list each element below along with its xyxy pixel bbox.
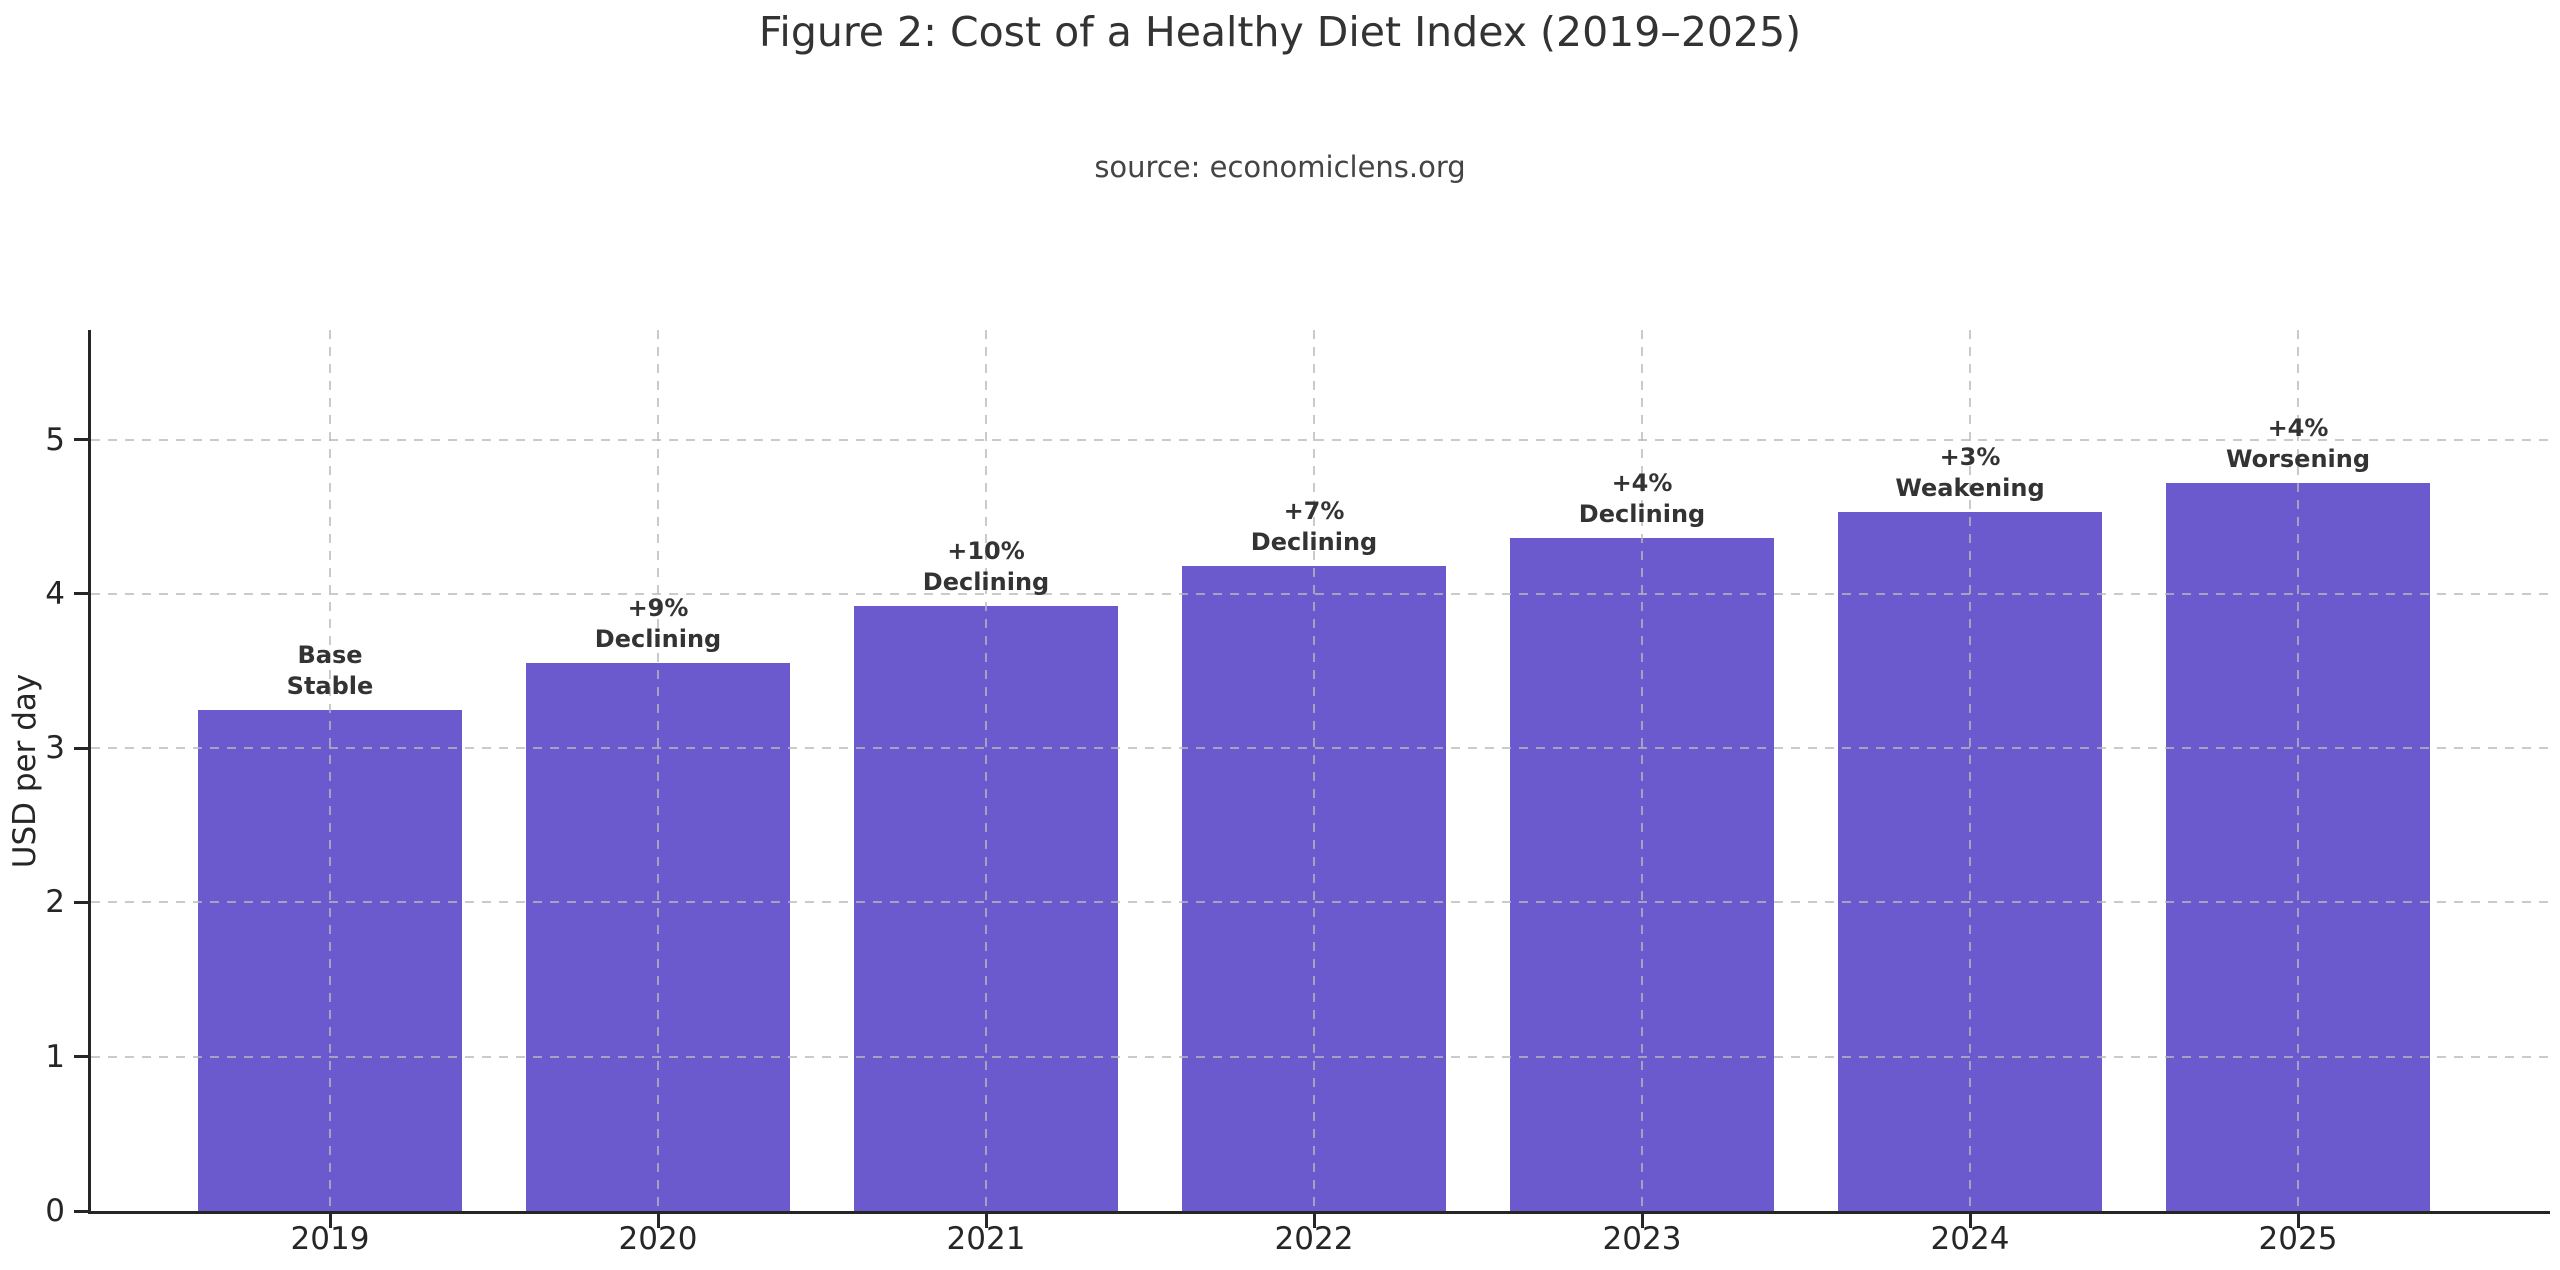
y-tick-mark [74,592,88,596]
annotation-change: +4% [1611,469,1673,498]
x-tick-mark [984,1214,988,1228]
annotation-status: Declining [1578,500,1706,529]
v-gridline [329,330,331,1211]
chart-subtitle: source: economiclens.org [1094,150,1466,184]
y-tick-label: 3 [45,730,65,767]
bar-annotation-2023: +4% Declining [1442,468,1842,530]
x-tick-label-2021: 2021 [946,1221,1026,1257]
chart-title: Figure 2: Cost of a Healthy Diet Index (… [758,8,1802,56]
v-gridline [1969,330,1971,1211]
v-gridline [985,330,987,1211]
h-gridline [91,592,2550,595]
x-tick-label-2024: 2024 [1930,1221,2010,1257]
x-tick-label-2023: 2023 [1602,1221,1682,1257]
y-tick-mark [74,438,88,442]
bar-annotation-2019: Base Stable [130,640,530,702]
y-tick-label: 1 [45,1038,65,1075]
bar-annotation-2022: +7% Declining [1114,496,1514,558]
bar-annotation-2025: +4% Worsening [2098,413,2498,475]
bar-annotation-2021: +10% Declining [786,536,1186,598]
h-gridline [91,438,2550,441]
v-gridline [2297,330,2299,1211]
bar-annotation-2024: +3% Weakening [1770,442,2170,504]
plot-area: USD per day 0 1 2 3 4 5 Base Stable 2019 +9% Decli… [7,330,2550,1257]
annotation-change: Base [297,640,363,669]
annotation-change: +7% [1283,497,1345,526]
y-tick-mark [74,746,88,750]
annotation-change: +4% [2267,413,2329,442]
x-tick-mark [1312,1214,1316,1228]
annotation-status: Declining [594,625,722,654]
y-tick-label: 4 [45,575,65,612]
y-tick-mark [74,900,88,904]
y-tick-label: 5 [45,421,65,458]
x-tick-mark [656,1214,660,1228]
v-gridline [1313,330,1315,1211]
bar-annotation-2020: +9% Declining [458,593,858,655]
y-axis-label: USD per day [7,673,43,868]
h-gridline [91,747,2550,750]
annotation-status: Declining [922,568,1050,597]
y-tick-label: 0 [45,1193,65,1229]
annotation-status: Worsening [2225,444,2371,473]
h-gridline [91,1055,2550,1058]
annotation-change: +10% [947,537,1025,566]
y-tick-label: 2 [45,884,65,921]
v-gridline [1641,330,1643,1211]
x-tick-mark [2296,1214,2300,1228]
x-tick-label-2022: 2022 [1274,1221,1354,1257]
x-tick-label-2019: 2019 [290,1221,370,1257]
x-tick-label-2020: 2020 [618,1221,698,1257]
annotation-change: +3% [1939,443,2001,472]
v-gridline [657,330,659,1211]
h-gridline [91,901,2550,904]
x-tick-label-2025: 2025 [2258,1221,2338,1257]
annotation-status: Declining [1250,528,1378,557]
x-tick-mark [328,1214,332,1228]
annotation-change: +9% [627,594,689,623]
x-tick-mark [1968,1214,1972,1228]
annotation-status: Weakening [1895,474,2045,503]
annotation-status: Stable [286,671,374,700]
x-tick-mark [1640,1214,1644,1228]
y-tick-mark [74,1209,88,1213]
y-tick-mark [74,1055,88,1059]
